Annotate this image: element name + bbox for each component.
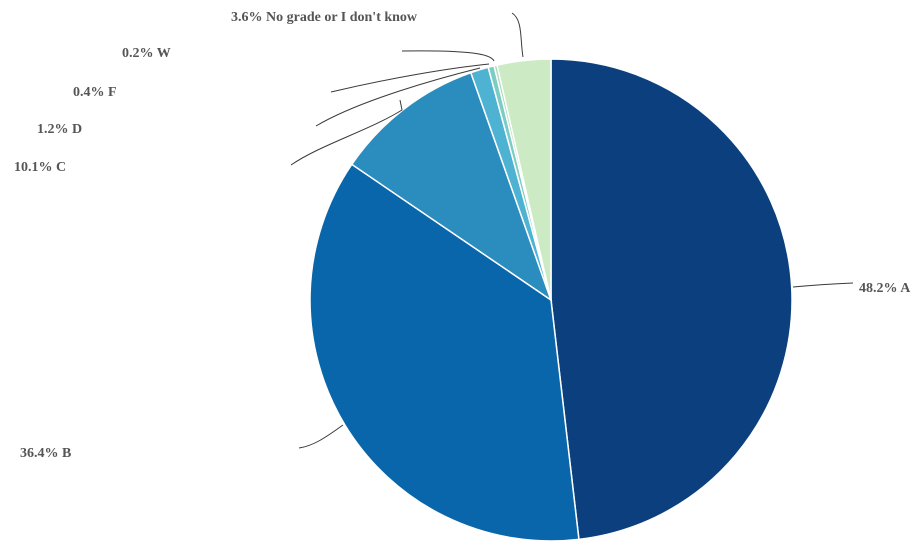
slice-label-c: 10.1% C — [14, 160, 66, 175]
leader-line-c — [290, 99, 403, 166]
pie-slice-c — [350, 71, 553, 302]
leader-line-b — [298, 424, 344, 449]
slice-label-b: 36.4% B — [20, 446, 71, 461]
leader-line-d — [315, 67, 481, 127]
slice-label-no-grade: 3.6% No grade or I don't know — [231, 10, 418, 25]
slice-labels: 48.2% A 36.4% B 10.1% C 1.2% D 0.4% F 0.… — [14, 10, 911, 461]
slice-label-w: 0.2% W — [122, 46, 171, 61]
leader-line-a — [792, 282, 854, 288]
slice-label-f: 0.4% F — [73, 85, 117, 100]
slice-label-d: 1.2% D — [37, 122, 82, 137]
pie-slice-a — [550, 58, 793, 541]
leader-line-no-grade — [511, 12, 524, 58]
leader-lines — [290, 12, 854, 449]
pie-slices — [309, 58, 793, 542]
leader-line-w — [401, 50, 495, 62]
leader-line-f — [330, 63, 490, 93]
slice-label-a: 48.2% A — [859, 281, 911, 296]
pie-slice-no-grade-or-i-don-t-know — [496, 58, 552, 301]
pie-slice-b — [309, 163, 580, 542]
